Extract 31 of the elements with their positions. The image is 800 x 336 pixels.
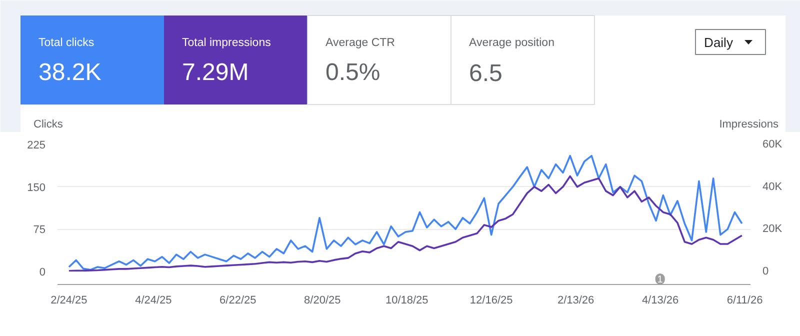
text: Average position: [469, 37, 554, 49]
x-tick-label: 4/13/26: [642, 294, 679, 306]
text: Average CTR: [326, 37, 395, 49]
x-tick-label: 8/20/25: [304, 294, 341, 306]
text: 0.5%: [326, 59, 380, 86]
y2-tick-label: 20K: [762, 223, 783, 236]
y-tick-label: 0: [39, 266, 46, 278]
x-tick-label: 6/22/25: [220, 294, 256, 306]
x-tick-label: 10/18/25: [385, 294, 428, 306]
y2-tick-label: 0: [762, 266, 769, 278]
text: 6.5: [469, 60, 502, 87]
y-tick-label: 75: [33, 224, 46, 236]
text: 7.29M: [182, 59, 249, 86]
annotation: 1: [657, 274, 664, 286]
line-series: [68, 154, 743, 271]
x-tick-label: 2/13/26: [557, 294, 594, 306]
text: Daily: [704, 35, 734, 50]
y2-tick-label: 60K: [762, 138, 783, 150]
x-tick-label: 4/24/25: [135, 294, 172, 306]
text: 38.2K: [38, 59, 102, 86]
x-tick-label: 2/24/25: [50, 294, 88, 306]
y2-tick-label: 40K: [762, 180, 783, 193]
line-series: [68, 175, 743, 272]
y-axis-title: Clicks: [34, 118, 64, 130]
y-tick-label: 225: [27, 140, 46, 152]
y-tick-label: 150: [27, 182, 46, 194]
text: Total impressions: [182, 37, 272, 49]
text: Total clicks: [38, 37, 94, 49]
x-tick-label: 6/11/26: [726, 294, 763, 306]
y2-axis-title: Impressions: [719, 118, 779, 130]
x-tick-label: 12/16/25: [470, 294, 513, 306]
